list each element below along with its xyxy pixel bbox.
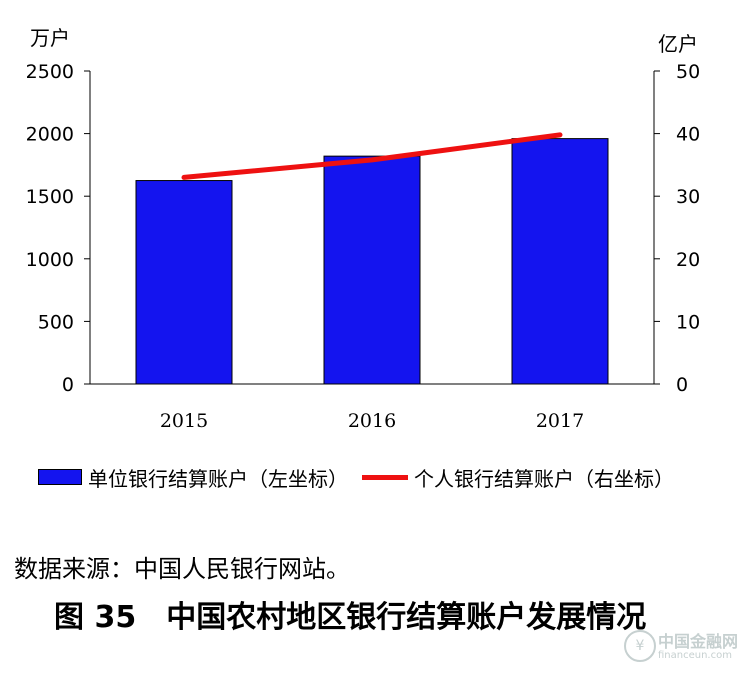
right-tick-label: 30	[676, 186, 700, 208]
legend-line-swatch	[362, 474, 408, 480]
watermark-text: 中国金融网	[658, 632, 739, 651]
legend: 单位银行结算账户（左坐标） 个人银行结算账户（右坐标）	[38, 462, 674, 492]
x-tick-label: 2016	[348, 410, 396, 432]
right-tick-label: 50	[676, 61, 700, 83]
right-axis-unit: 亿户	[658, 32, 698, 56]
right-tick-label: 40	[676, 124, 700, 146]
watermark-url: financeun.com	[658, 650, 732, 661]
line-series	[181, 132, 563, 180]
watermark-logo: ¥ 中国金融网 financeun.com	[624, 624, 738, 666]
legend-line-label: 个人银行结算账户（右坐标）	[414, 466, 674, 491]
left-tick-label: 2500	[26, 61, 74, 83]
right-tick-label: 10	[676, 311, 700, 333]
source-note: 数据来源：中国人民银行网站。	[14, 555, 350, 583]
axes	[89, 71, 655, 385]
left-tick-label: 0	[62, 374, 74, 396]
x-axis-ticks: 2015 2016 2017	[160, 410, 584, 432]
bar-2017	[511, 138, 609, 385]
bar-2016	[323, 155, 421, 385]
left-axis-unit: 万户	[30, 26, 70, 50]
x-tick-label: 2017	[536, 410, 584, 432]
bar-2015	[135, 180, 233, 385]
x-tick-label: 2015	[160, 410, 208, 432]
coin-icon: ¥	[624, 630, 656, 662]
legend-bar-swatch	[38, 469, 82, 485]
right-tick-label: 0	[676, 374, 688, 396]
right-tick-label: 20	[676, 249, 700, 271]
left-tick-label: 1000	[26, 249, 74, 271]
left-axis-ticks: 0 500 1000 1500 2000 2500	[26, 61, 90, 396]
left-tick-label: 500	[38, 311, 74, 333]
right-axis-ticks: 0 10 20 30 40 50	[654, 61, 700, 396]
legend-bar-label: 单位银行结算账户（左坐标）	[88, 466, 348, 491]
figure-caption: 图 35 中国农村地区银行结算账户发展情况	[54, 600, 647, 635]
left-tick-label: 1500	[26, 186, 74, 208]
left-tick-label: 2000	[26, 124, 74, 146]
bar-series	[135, 138, 609, 385]
